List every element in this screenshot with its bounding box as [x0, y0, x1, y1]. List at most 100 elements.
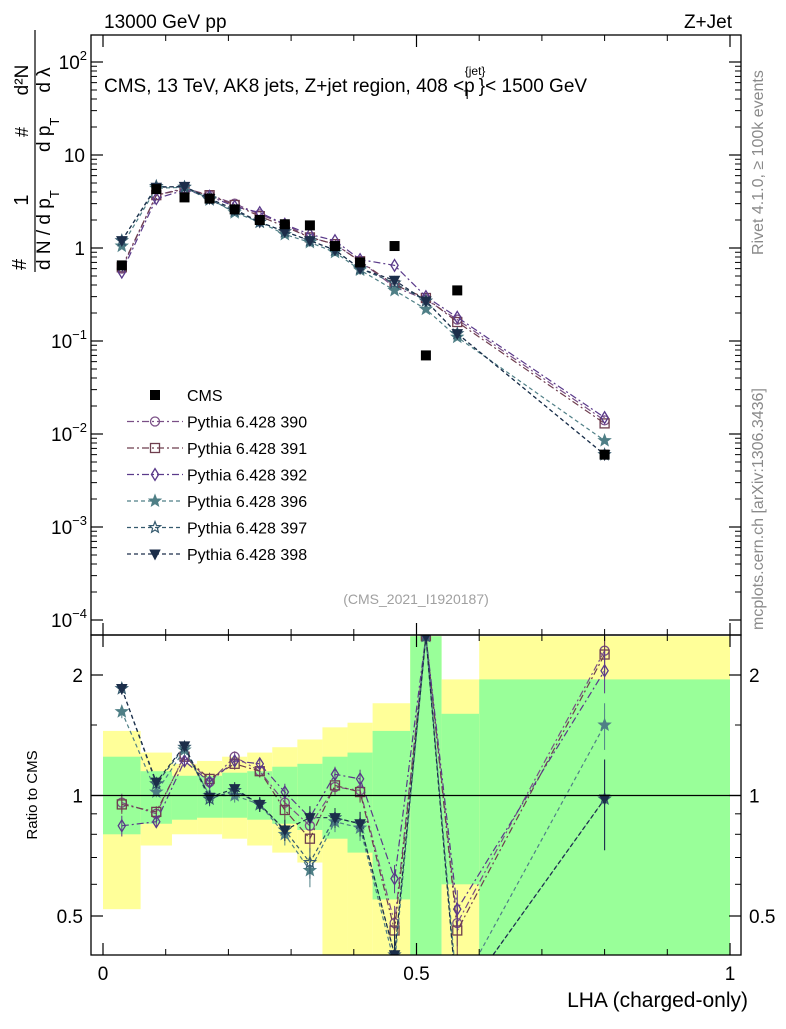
ylabel-dp: d pT [34, 118, 62, 152]
series-4-ratio-line [121, 636, 606, 955]
green-band-12 [441, 713, 480, 885]
series-5-ratio-point [304, 813, 316, 825]
series-5-ratio-point [178, 741, 191, 753]
main-ytick-label: 10−4 [51, 606, 87, 632]
ylabel-t1: T [47, 190, 62, 198]
legend: CMS Pythia 6.428 390 Pythia 6.428 391 Pythi… [127, 388, 307, 564]
series-5-main-point [116, 236, 128, 248]
ytick-exp: −2 [72, 420, 87, 435]
cms-data-point [452, 285, 463, 296]
ylabel-dlambda: d λ [34, 67, 55, 93]
plot-title: CMS, 13 TeV, AK8 jets, Z+jet region, 408… [104, 64, 587, 102]
legend-entry-series-5: Pythia 6.428 398 [127, 547, 307, 564]
ratio-ytick-label: 1 [72, 787, 83, 808]
series-5-ratio-point [253, 799, 266, 811]
series-5-ratio-line [121, 636, 606, 955]
series-2-ratio-point [355, 771, 365, 787]
title-sub: T [463, 88, 471, 102]
series-2-main-point [452, 310, 462, 325]
main-plot-series [114, 178, 612, 462]
ratio-ytick-label-right: 0.5 [749, 907, 775, 928]
series-2-ratio-point [230, 753, 240, 769]
ytick-base: 10 [51, 518, 72, 539]
legend-marker [150, 467, 160, 482]
xtick-label: 1 [725, 964, 736, 985]
cms-data-point [329, 241, 340, 252]
series-5-ratio-point [388, 950, 401, 955]
series-2-ratio-point [390, 871, 399, 886]
green-band-2 [171, 775, 198, 820]
title-suffix: }< 1500 GeV [479, 76, 588, 97]
series-5-main-point [178, 181, 191, 193]
ytick-exp: −3 [72, 513, 87, 528]
series-5-main-point [451, 329, 464, 341]
mcplots-label: mcplots.cern.ch [arXiv:1306.3436] [750, 388, 767, 630]
series-2-ratio-point [255, 756, 265, 771]
series-3-ratio-point [149, 784, 164, 799]
legend-entry-series-0: Pythia 6.428 390 [127, 415, 307, 432]
xtick-label: 0.5 [403, 964, 429, 985]
ylabel-dn: d N / d p [34, 198, 55, 270]
header-right: Z+Jet [684, 12, 733, 33]
series-2-main-point [151, 191, 161, 206]
ratio-ytick-label-right: 1 [749, 787, 760, 808]
series-1-ratio-point [116, 799, 127, 810]
legend-label: Pythia 6.428 396 [187, 494, 307, 511]
ytick-base: 10 [51, 332, 72, 353]
series-3-main-point [418, 301, 434, 316]
legend-marker [149, 549, 161, 561]
series-3-main-line [121, 186, 605, 442]
series-5-ratio-point [116, 684, 128, 696]
analysis-id: (CMS_2021_I1920187) [343, 591, 489, 607]
header-left: 13000 GeV pp [104, 12, 227, 33]
ylabel-hash2: # [12, 127, 32, 137]
ylabel-d2n: d²N [12, 65, 33, 96]
series-5-ratio-point [228, 784, 241, 796]
cms-data-point [279, 219, 290, 230]
ratio-ytick-label: 0.5 [57, 907, 83, 928]
ytick-exp: 2 [80, 48, 87, 63]
main-ytick-label: 10−2 [51, 420, 87, 446]
legend-label: Pythia 6.428 391 [187, 441, 307, 458]
xtick-label: 0 [98, 964, 109, 985]
plot-marks [114, 178, 612, 955]
series-2-ratio-point [117, 818, 127, 833]
cms-data-point [204, 193, 215, 204]
cms-data-point [116, 260, 127, 271]
series-2-ratio-point [452, 902, 462, 917]
series-1-main-line [121, 188, 605, 424]
ytick-base: 10 [51, 611, 72, 632]
ylabel-t2: T [47, 118, 62, 126]
ylabel-dN-dpT: d N / d pT [34, 190, 62, 270]
main-ytick-label: 10−1 [51, 327, 87, 353]
series-3-ratio-point [597, 717, 612, 732]
series-2-ratio-point [330, 767, 340, 782]
series-5-ratio-point [150, 777, 163, 789]
main-ytick-label: 102 [59, 48, 87, 74]
legend-label: Pythia 6.428 392 [187, 468, 307, 485]
legend-entry-cms: CMS [150, 388, 223, 405]
series-5-ratio-point [279, 825, 291, 837]
series-0-main-line [121, 187, 605, 421]
series-2-main-line [121, 189, 605, 419]
cms-data-point [389, 241, 400, 252]
ylabel-one: 1 [11, 194, 33, 205]
ylabel-hash1: # [9, 258, 31, 270]
series-1-ratio-point [279, 804, 290, 816]
cms-data-point [599, 449, 610, 460]
series-3-main-point [597, 433, 612, 447]
title-sup: {jet} [465, 64, 486, 78]
legend-entry-series-1: Pythia 6.428 391 [127, 441, 307, 458]
legend-entry-series-3: Pythia 6.428 396 [127, 493, 307, 511]
series-5-main-point [304, 236, 316, 248]
main-ytick-label: 10 [64, 146, 85, 167]
main-ytick-label: 10−3 [51, 513, 87, 539]
series-2-ratio-line [121, 636, 606, 911]
cms-data-point [254, 215, 265, 226]
ratio-ytick-label-right: 2 [749, 666, 760, 687]
ytick-exp: −4 [72, 606, 87, 621]
series-2-ratio-point [180, 753, 189, 769]
ratio-ytick-label: 2 [72, 666, 83, 687]
